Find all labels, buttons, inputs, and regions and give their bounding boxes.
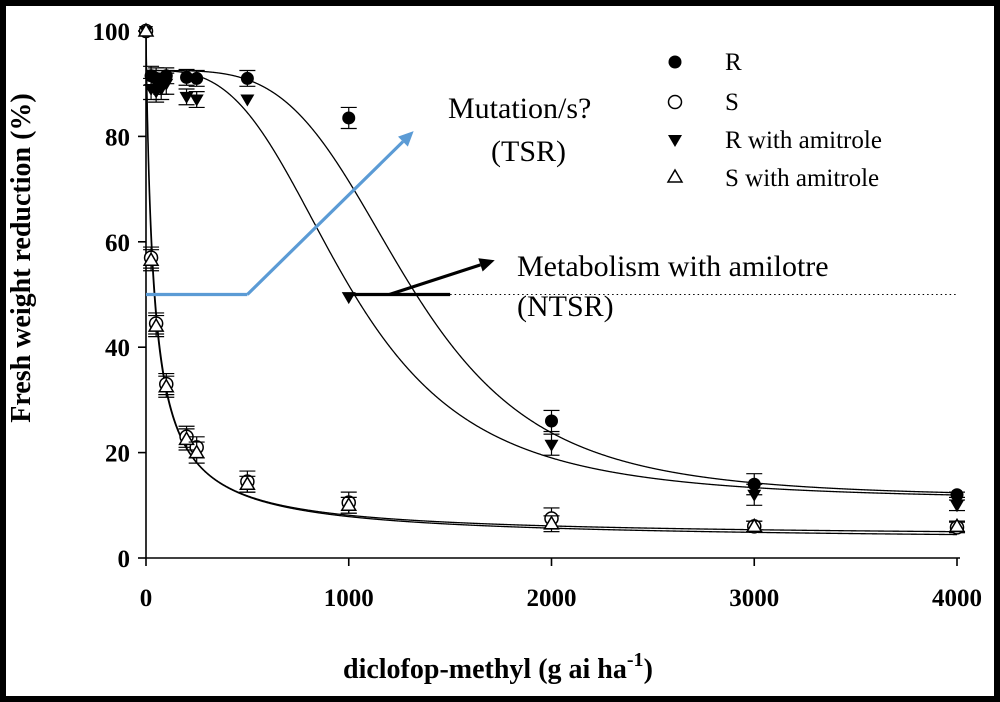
ntsr-arrow-head xyxy=(478,258,495,272)
y-tick-label: 60 xyxy=(105,230,130,257)
x-tick-label: 1000 xyxy=(324,585,374,612)
y-tick-label: 0 xyxy=(118,546,131,573)
point-s-amitrole xyxy=(142,251,160,266)
point-r-amitrole xyxy=(950,500,964,513)
x-axis-title: diclofop-methyl (g ai ha-1) xyxy=(343,649,653,685)
fit-curve xyxy=(145,69,957,496)
tsr-arrow-head xyxy=(398,131,414,147)
point-r xyxy=(545,414,558,428)
point-r xyxy=(950,488,964,502)
data-points xyxy=(137,22,966,535)
point-s-amitrole xyxy=(137,22,155,37)
x-tick-label: 0 xyxy=(140,585,153,612)
legend-marker-s-amitrole xyxy=(666,168,684,183)
y-tick-label: 40 xyxy=(105,335,130,362)
y-tick-label: 20 xyxy=(105,441,130,468)
point-s-amitrole xyxy=(188,444,205,459)
point-r-amitrole xyxy=(240,94,255,107)
legend: R S R with amitrole S with amitrole xyxy=(666,49,882,192)
x-axis-title-main: diclofop-methyl (g ai ha xyxy=(343,654,627,685)
point-s-amitrole xyxy=(340,496,358,512)
point-s-amitrole xyxy=(543,515,560,530)
legend-marker-r xyxy=(668,55,682,69)
point-r-amitrole xyxy=(189,94,204,107)
legend-marker-r-amitrole xyxy=(668,135,682,147)
point-r-amitrole xyxy=(544,439,559,452)
legend-marker-s xyxy=(667,94,683,110)
point-s-amitrole xyxy=(157,378,175,393)
legend-label-s-amitrole: S with amitrole xyxy=(725,165,879,192)
y-axis-title: Fresh weight reduction (%) xyxy=(6,93,37,423)
point-s-amitrole xyxy=(239,475,256,490)
point-r xyxy=(190,71,204,85)
x-axis-title-close: ) xyxy=(644,654,653,685)
point-s-amitrole xyxy=(948,517,966,533)
annotation-arrows xyxy=(146,131,495,297)
annotation-ntsr-line2: (NTSR) xyxy=(517,290,614,323)
legend-label-r: R xyxy=(725,49,742,76)
legend-label-s: S xyxy=(725,89,739,116)
point-r xyxy=(240,71,254,85)
x-tick-label: 4000 xyxy=(932,585,982,612)
annotation-tsr-line2: (TSR) xyxy=(491,135,566,168)
ntsr-arrow-shaft xyxy=(388,263,481,297)
point-s-amitrole xyxy=(178,430,195,446)
point-s-amitrole xyxy=(745,517,763,533)
annotation-tsr-line1: Mutation/s? xyxy=(448,92,591,125)
x-axis-title-superscript: -1 xyxy=(627,649,644,671)
fit-curve xyxy=(145,69,958,494)
x-tick-label: 3000 xyxy=(729,585,779,612)
chart-panel: 0 20 40 60 80 100 0 1000 2000 3000 4000 Mutation/s… xyxy=(6,6,994,696)
point-r xyxy=(342,111,356,125)
point-r xyxy=(180,70,194,84)
y-tick-label: 100 xyxy=(93,19,131,46)
point-r-amitrole xyxy=(747,489,762,502)
y-tick-label: 80 xyxy=(105,124,130,151)
tsr-arrow-shaft xyxy=(246,140,405,296)
point-s-amitrole xyxy=(147,317,165,332)
point-r-amitrole xyxy=(159,78,174,91)
annotation-ntsr-line1: Metabolism with amilotre xyxy=(517,250,829,283)
x-tick-label: 2000 xyxy=(527,585,577,612)
legend-label-r-amitrole: R with amitrole xyxy=(725,127,882,154)
point-r-amitrole xyxy=(179,91,194,104)
